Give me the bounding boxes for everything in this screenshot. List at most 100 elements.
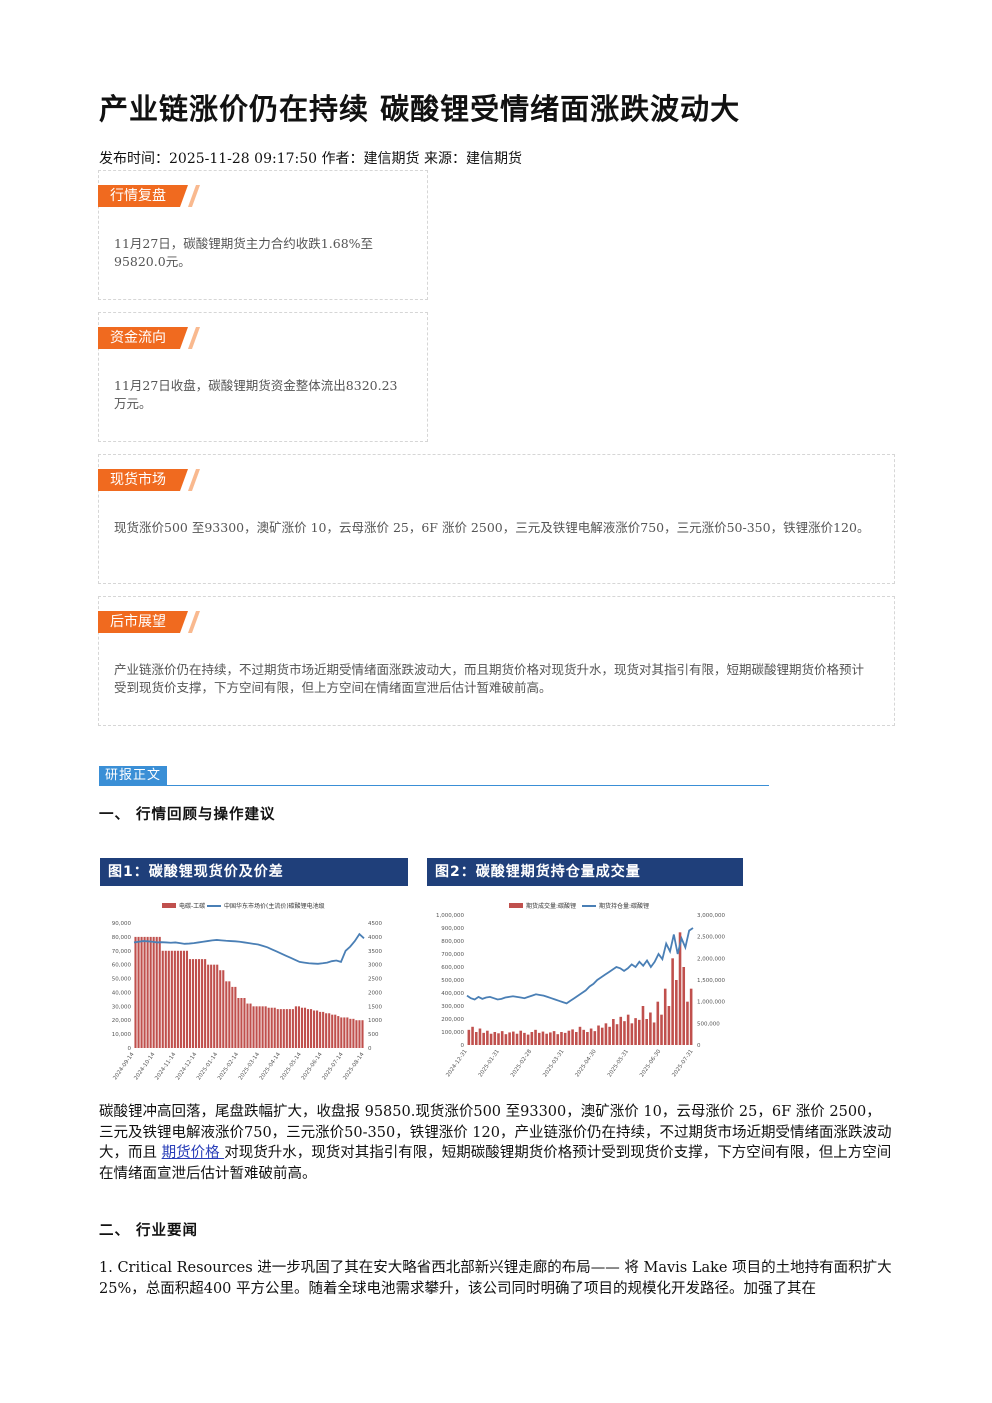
bar [140,936,143,1048]
bar [337,1016,340,1048]
right-axis-tick: 1,000,000 [697,1000,725,1006]
bar [486,1030,489,1045]
bar [331,1014,334,1048]
bar [173,950,176,1048]
bar [243,998,246,1048]
bar [291,1009,294,1048]
bar [213,964,216,1048]
bar [343,1017,346,1048]
paragraph-text: 碳酸锂冲高回落，尾盘跌幅扩大，收盘报 95850.现货涨价500 至93300，… [99,1104,892,1161]
bar [319,1011,322,1048]
bar [352,1018,355,1048]
bar [504,1034,508,1045]
x-axis-tick: 2025-06-30 [639,1048,663,1078]
bar [652,1022,656,1045]
left-axis-tick: 700,000 [441,952,464,958]
bar [306,1009,310,1048]
paragraph-text: 对现货升水，现货对其指引有限，短期碳酸锂期货价格预计受到现货价支撑，下方空间有限… [99,1145,892,1182]
section-fund-flow: 资金流向 11月27日收盘，碳酸锂期货资金整体流出8320.23万元。 [98,312,428,442]
bar [246,1003,249,1048]
bar [361,1020,364,1048]
bar [340,1017,343,1048]
bar [515,1033,519,1045]
bar [204,959,207,1048]
bar [322,1011,325,1048]
legend-label: 期货成交量:碳酸锂 [526,902,576,910]
bar [612,1019,615,1045]
bar [578,1026,582,1045]
x-axis-tick: 2025-07-14 [321,1051,345,1081]
bar [563,1032,567,1045]
bar [309,1009,313,1048]
right-axis-tick: 3500 [368,949,382,955]
left-axis-tick: 60,000 [112,963,132,969]
bar [300,1007,304,1048]
bar [508,1032,511,1045]
bar [534,1029,537,1045]
bar [216,964,219,1048]
bar [641,1006,645,1045]
article-title: 产业链涨价仍在持续 碳酸锂受情绪面涨跌波动大 [99,92,741,126]
paragraph-news: 1. Critical Resources 进一步巩固了其在安大略省西北部新兴锂… [99,1260,892,1297]
bar [608,1026,611,1045]
right-axis-tick: 4000 [368,935,382,941]
bar [334,1014,337,1048]
bar [523,1032,526,1045]
bar [303,1007,307,1048]
x-axis-tick: 2025-08-14 [342,1051,366,1081]
right-axis-tick: 2,500,000 [697,935,725,941]
bar [249,1003,252,1048]
right-axis-tick: 1000 [368,1018,382,1024]
bar [682,967,686,1045]
legend-label: 电碳-工碳 [179,902,205,910]
bar [656,1001,660,1045]
left-axis-tick: 300,000 [441,1004,464,1010]
bar [152,936,155,1048]
heading-review: 一、 行情回顾与操作建议 [99,807,276,823]
bar [686,1001,689,1045]
bar [146,936,149,1048]
x-axis-tick: 2025-03-14 [238,1051,262,1081]
bar [663,988,667,1045]
bar [671,958,674,1045]
bar [593,1031,597,1045]
bar [328,1013,331,1048]
bar [155,936,158,1048]
x-axis-tick: 2024-11-14 [154,1051,178,1081]
right-axis-tick: 0 [697,1043,701,1049]
x-axis-tick: 2025-02-14 [217,1051,241,1081]
legend-label: 中国华东市场价(主流价)碳酸锂电池级 [224,902,325,910]
bar [325,1013,328,1048]
right-axis-tick: 3,000,000 [697,913,725,919]
research-tag: 研报正文 [99,766,168,786]
bar [176,950,179,1048]
bar [182,950,185,1048]
right-axis-tick: 4500 [368,921,382,927]
bar [179,950,182,1048]
series-line [466,927,694,1005]
bar [210,964,213,1048]
heading-news: 二、 行业要闻 [99,1223,199,1239]
figure1-title: 图1：碳酸锂现货价及价差 [100,858,408,886]
bar [264,1006,267,1048]
bar [556,1034,560,1045]
bar [282,1009,285,1048]
bar [134,936,137,1048]
bar [273,1007,276,1048]
bar [164,950,167,1048]
bar [191,959,195,1048]
bar [185,950,189,1048]
x-axis-tick: 2024-10-14 [133,1051,157,1081]
left-axis-tick: 30,000 [112,1004,132,1010]
bar [689,988,693,1045]
bar [549,1032,552,1045]
section-text: 现货涨价500 至93300，澳矿涨价 10，云母涨价 25，6F 涨价 250… [114,520,870,535]
bar [474,1032,478,1045]
futures-price-link[interactable]: 期货价格 [161,1145,225,1161]
bar [297,1006,300,1048]
bar [626,1014,630,1045]
bar [240,998,243,1048]
bar [279,1009,282,1048]
left-axis-tick: 10,000 [112,1032,132,1038]
bar [567,1030,571,1045]
